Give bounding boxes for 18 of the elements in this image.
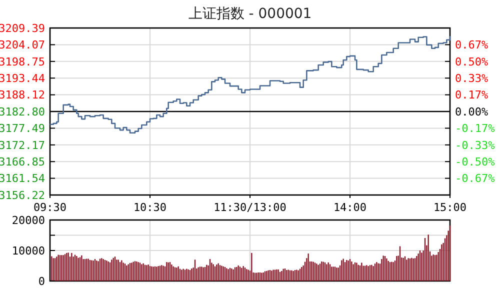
- chart-title: 上证指数 - 000001: [188, 6, 312, 22]
- y2-tick-label: -0.67%: [455, 172, 496, 186]
- x-tick-label: 15:00: [433, 201, 467, 214]
- x-tick-label: 10:30: [133, 201, 167, 214]
- x-tick-label: 14:00: [333, 201, 367, 214]
- y2-tick-label: -0.17%: [455, 122, 496, 136]
- y2-tick-label: 0.67%: [455, 38, 488, 52]
- y2-tick-label: 0.17%: [455, 88, 488, 102]
- y-tick-label: 20000: [12, 214, 45, 227]
- y2-tick-label: 0.00%: [455, 105, 488, 118]
- x-tick-label: 11:30/13:00: [214, 201, 286, 214]
- y2-tick-label: -0.33%: [455, 138, 496, 152]
- y2-tick-label: -0.50%: [455, 155, 496, 168]
- x-tick-label: 09:30: [33, 201, 67, 214]
- y2-tick-label: 0.33%: [455, 72, 488, 85]
- y2-tick-label: 0.50%: [455, 55, 488, 68]
- y-tick-label: 0: [38, 274, 45, 288]
- y-tick-label: 10000: [12, 244, 45, 258]
